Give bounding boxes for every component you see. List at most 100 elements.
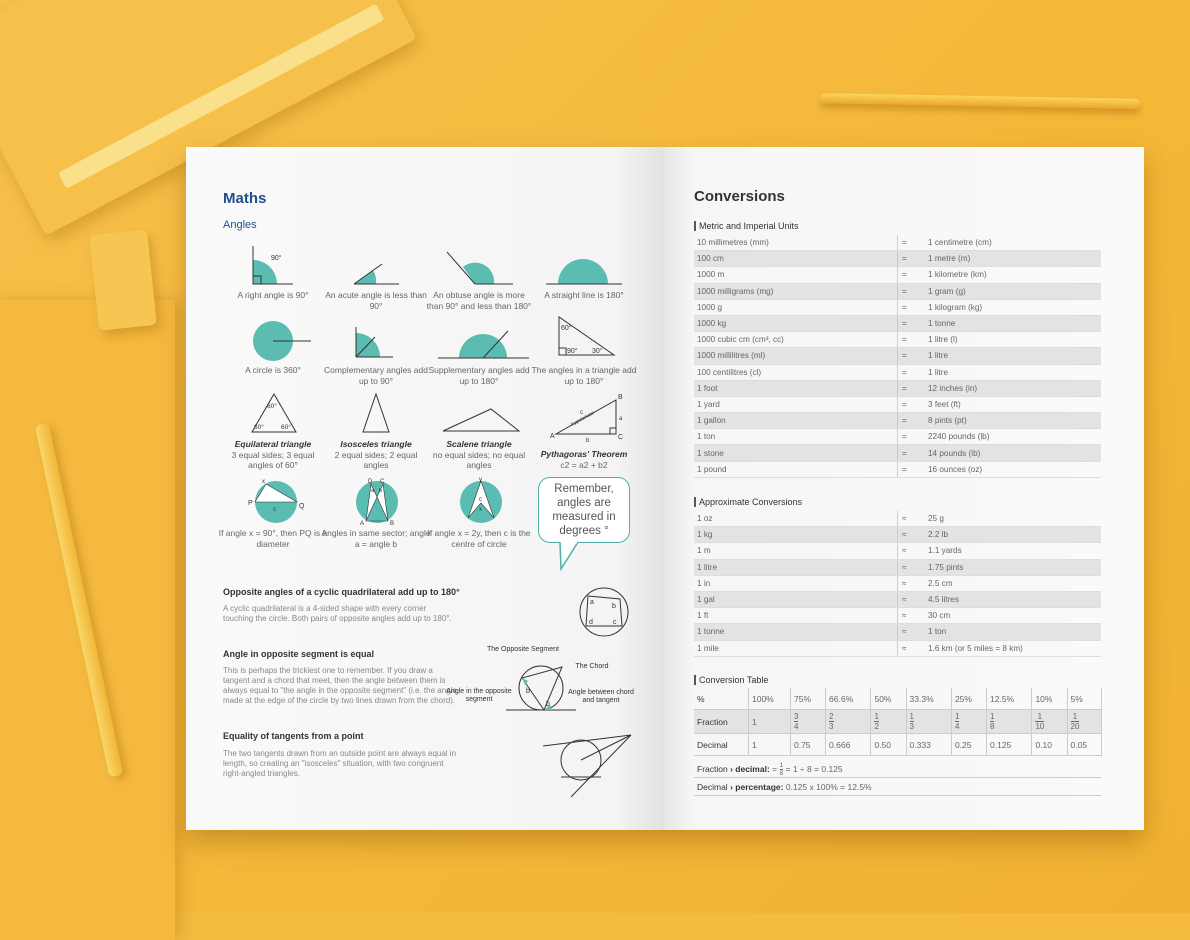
table-cell: ≈ [897,591,925,609]
table-cell: 1 [748,733,791,756]
svg-text:60°: 60° [281,423,291,431]
table-cell: = [897,250,925,268]
table-row: 1 kg ≈2.2 lb [694,526,1101,544]
table-row: 1 m ≈1.1 yards [694,542,1101,560]
right-angle-icon: 90° [252,246,293,285]
metric-table-title: Metric and Imperial Units [694,221,799,231]
table-cell: = [897,347,925,365]
table-cell: 1 oz [694,511,898,528]
isosceles-caption: Isosceles triangle 2 equal sides; 2 equal… [334,439,418,470]
table-cell: 4.5 litres [925,591,1101,609]
tangent-chord-icon: b b [506,665,576,712]
table-cell: ≈ [897,559,925,576]
table-cell: 12 inches (in) [925,380,1101,397]
table-row: 1 yard = 3 feet (ft) [694,396,1101,414]
diameter-caption: If angle x = 90°, then PQ is a diameter [218,528,328,549]
table-row: 1 mile ≈1.6 km (or 5 miles = 8 km) [694,640,1101,657]
table-cell: 8 pints (pt) [925,412,1101,430]
conversion-table-title: Conversion Table [694,675,768,685]
table-row: 1 ft ≈30 cm [694,607,1101,625]
table-cell: 1 gallon [694,412,898,430]
table-cell: 100 centilitres (cl) [694,364,898,381]
table-cell: 1 pound [694,461,898,478]
table-cell: 0.666 [825,733,872,756]
scalene-triangle-icon [442,408,521,432]
reminder-bubble: Remember, angles are measured in degrees… [538,477,630,543]
table-cell: 1 ft [694,607,898,625]
table-cell: 3 feet (ft) [925,396,1101,414]
centre-caption: If angle x = 2y, then c is the centre of… [427,528,531,549]
table-cell: 1 kilogram (kg) [925,299,1101,316]
row-header: Fraction [694,709,749,734]
table-cell: 1 gram (g) [925,283,1101,300]
svg-text:b: b [379,488,382,494]
table-row: 1 foot = 12 inches (in) [694,380,1101,397]
table-cell: 1 kg [694,526,898,544]
table-row: 1 oz ≈25 g [694,511,1101,528]
table-row: 100 centilitres (cl) = 1 litre [694,364,1101,381]
opposite-segment-text: This is perhaps the trickiest one to rem… [223,666,457,705]
decimal-to-percentage-rule: Decimal › percentage: 0.125 x 100% = 12.… [694,778,1101,796]
decimal-row: Decimal 1 0.75 0.666 0.50 0.333 0.25 0.125 0.10 0… [694,733,1102,756]
table-cell: 1 tonne [925,315,1101,333]
caption-right-angle: A right angle is 90° [237,290,309,300]
chord-label: The Chord [575,663,609,670]
table-cell: 66.6% [825,688,872,710]
maths-page: Maths Angles 90° A right angle is 90° An… [186,147,664,830]
table-cell: 10 millimetres (mm) [694,235,898,252]
section-subtitle: Angles [223,219,257,231]
angle-opposite-label: Angle in the opposite segment [446,688,512,703]
table-cell: 100 cm [694,250,898,268]
table-cell: 1 yard [694,396,898,414]
svg-text:D: D [368,479,373,485]
triangle-angles-icon: 60° 90° 30° [558,316,616,356]
cyclic-quad-text: A cyclic quadrilateral is a 4-sided shap… [223,604,452,623]
svg-text:c: c [273,507,276,513]
table-cell: 1 10 [1031,709,1068,734]
svg-text:60°: 60° [254,423,264,431]
svg-text:a: a [619,416,623,422]
svg-text:90°: 90° [271,254,282,262]
table-cell: = [897,299,925,316]
table-cell: ≈ [897,511,925,528]
svg-text:A: A [360,521,364,527]
caption-circle: A circle is 360° [245,365,301,375]
table-cell: 5% [1067,688,1102,710]
table-cell: 2240 pounds (lb) [925,428,1101,446]
cyclic-quadrilateral-icon: a b c d [579,587,629,637]
table-cell: = [897,315,925,333]
svg-text:30°: 30° [592,347,603,355]
caption-supplementary: Supplementary angles add up to 180° [428,365,530,386]
equilateral-caption: Equilateral triangle 3 equal sides; 3 equ… [231,439,315,470]
caption-straight: A straight line is 180° [544,290,624,300]
supplementary-icon [438,330,529,359]
table-row: 1 stone = 14 pounds (lb) [694,444,1101,462]
table-cell: 1 20 [1067,709,1102,734]
table-cell: 25% [951,688,988,710]
table-row: 1 litre ≈1.75 pints [694,559,1101,576]
table-cell: 30 cm [925,607,1101,625]
table-cell: ≈ [897,575,925,592]
centre-circle-icon: y c x [460,477,502,523]
svg-text:x: x [479,507,482,513]
metric-table: 10 millimetres (mm) = 1 centimetre (cm) 100… [694,235,1101,478]
table-cell: = [897,428,925,446]
table-cell: = [897,380,925,397]
table-row: 1 gallon = 8 pints (pt) [694,412,1101,430]
straight-line-icon [546,259,622,285]
table-cell: 10% [1031,688,1068,710]
opposite-segment-title: Angle in opposite segment is equal [223,649,375,659]
svg-text:b: b [546,701,550,708]
table-cell: 0.25 [951,733,988,756]
svg-text:d: d [589,619,593,626]
svg-text:a: a [590,599,594,606]
percent-row: % 100% 75% 66.6% 50% 33.3% 25% 12.5% 10% 5% [694,688,1102,710]
table-cell: ≈ [897,623,925,641]
table-cell: 1000 g [694,299,898,316]
obtuse-angle-icon [446,251,513,285]
svg-text:c: c [479,497,482,503]
page-title: Maths [223,190,267,207]
fraction-row: Fraction 1 3 4 2 3 1 2 1 3 1 4 1 8 1 10 1 20 [694,709,1102,734]
